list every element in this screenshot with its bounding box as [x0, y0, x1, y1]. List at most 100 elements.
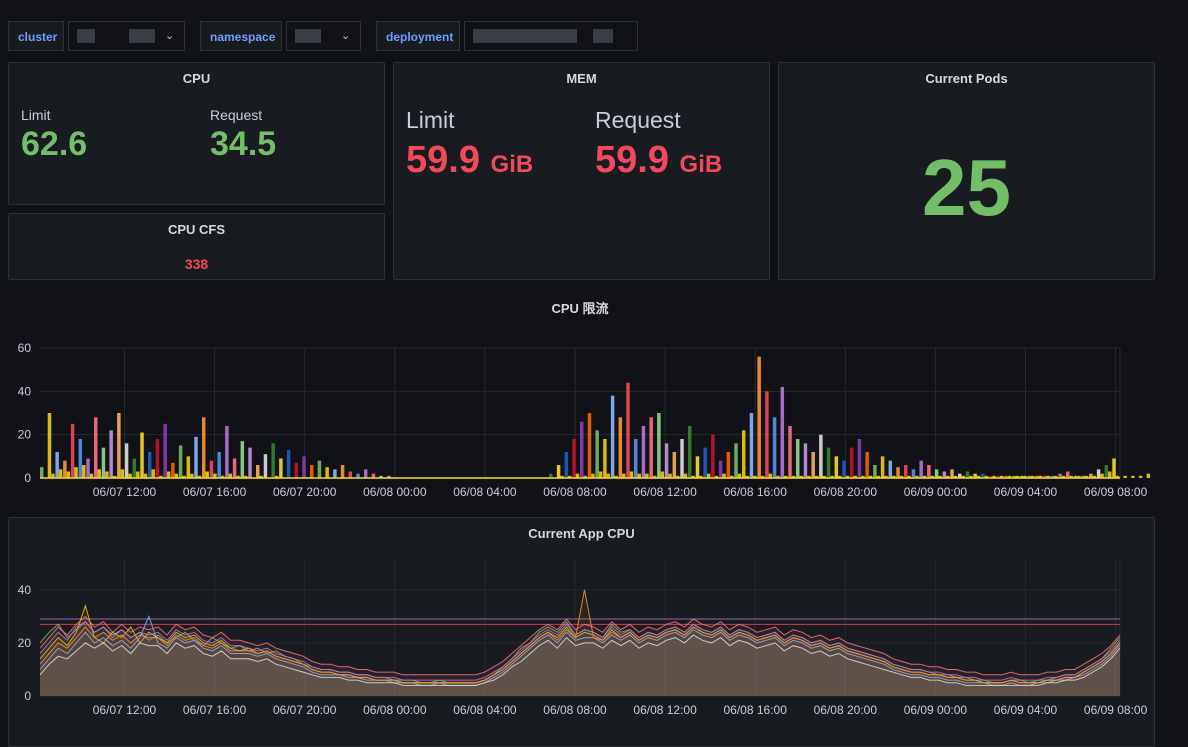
throttle-bar [1015, 475, 1019, 478]
throttle-bar [228, 473, 233, 478]
mem-request-number: 59.9 [595, 139, 669, 181]
y-tick-label: 60 [18, 341, 32, 355]
series-line [39, 615, 1121, 676]
throttle-bar [325, 467, 329, 478]
throttle-bar [124, 443, 129, 478]
series-area [40, 621, 1120, 696]
cpu-throttle-title: CPU 限流 [551, 301, 609, 316]
throttle-bar [371, 473, 376, 478]
throttle-bar [294, 462, 299, 478]
throttle-bar [186, 456, 191, 478]
throttle-bar [992, 475, 996, 478]
throttle-bar [163, 423, 167, 478]
throttle-bar [1100, 473, 1104, 478]
throttle-bar [51, 473, 55, 478]
throttle-bar [74, 467, 78, 478]
throttle-bar [236, 475, 240, 478]
throttle-bar [660, 471, 665, 478]
redacted-value [77, 29, 95, 43]
throttle-bar [568, 475, 572, 478]
throttle-bar [274, 475, 279, 478]
x-tick-label: 06/09 00:00 [904, 485, 968, 499]
throttle-bar [1050, 475, 1055, 478]
current-app-cpu-chart: 0 20 40 06/07 12:00 06/07 16:00 06/07 20:00 06… [18, 558, 1148, 717]
throttle-bar [120, 469, 125, 478]
throttle-bar [209, 460, 214, 478]
throttle-bar [784, 475, 788, 478]
throttle-bar [927, 465, 931, 478]
throttle-bar [310, 465, 314, 478]
throttle-bar [819, 434, 823, 478]
cluster-variable-label: cluster [8, 21, 64, 51]
chevron-down-icon: ⌄ [165, 30, 175, 42]
throttle-bar [1115, 475, 1120, 478]
throttle-bar [205, 471, 209, 478]
throttle-bar [629, 471, 634, 478]
deployment-select[interactable] [464, 21, 638, 51]
series-line [39, 621, 1121, 681]
throttle-bar [988, 475, 993, 478]
throttle-bar [1104, 465, 1109, 478]
throttle-bar [938, 475, 942, 478]
throttle-bar [356, 473, 360, 478]
throttle-bar [822, 475, 827, 478]
redacted-value [473, 29, 577, 43]
throttle-bar [1004, 475, 1008, 478]
throttle-bar [271, 443, 275, 478]
throttle-bar [826, 447, 831, 478]
series-area [40, 616, 1120, 696]
namespace-select[interactable]: ⌄ [286, 21, 361, 51]
throttle-bar [1131, 475, 1135, 478]
throttle-bar [796, 439, 800, 478]
throttle-bar [1123, 475, 1127, 478]
throttle-bar [680, 439, 684, 478]
throttle-bar [1073, 475, 1078, 478]
throttle-bar [922, 475, 927, 478]
throttle-bar [976, 475, 981, 478]
throttle-bar [1042, 475, 1047, 478]
throttle-bar [263, 454, 268, 478]
throttle-bar [86, 458, 90, 478]
throttle-bar [830, 475, 834, 478]
throttle-bar [379, 475, 383, 478]
mem-limit-value: 59.9 GiB [406, 141, 533, 179]
mem-request-label: Request [595, 107, 681, 133]
throttle-bar [645, 473, 649, 478]
throttle-bar [1046, 475, 1050, 478]
throttle-bar [880, 456, 885, 478]
current-pods-value: 25 [922, 143, 1011, 232]
panel-title: Current Pods [925, 71, 1008, 86]
cpu-cfs-panel: CPU CFS 338 [8, 213, 385, 280]
throttle-bar [637, 473, 641, 478]
throttle-bar [148, 452, 152, 478]
throttle-bar [1019, 475, 1024, 478]
throttle-bar [688, 426, 692, 478]
throttle-bar [583, 475, 587, 478]
throttle-bar [865, 452, 869, 478]
mem-request-value: 59.9 GiB [595, 141, 722, 179]
throttle-bar [915, 475, 919, 478]
cluster-select[interactable]: ⌄ [68, 21, 185, 51]
throttle-bar [950, 469, 954, 478]
throttle-bar [117, 413, 121, 478]
x-tick-label: 06/09 00:00 [904, 703, 968, 717]
redacted-value [295, 29, 321, 43]
throttle-bar [1061, 475, 1066, 478]
throttle-bar [1077, 475, 1081, 478]
throttle-bar [140, 432, 144, 478]
throttle-bar [657, 413, 661, 478]
throttle-bar [220, 475, 225, 478]
throttle-bar [791, 475, 796, 478]
throttle-bar [811, 452, 815, 478]
redacted-value [593, 29, 613, 43]
throttle-bar [911, 469, 916, 478]
throttle-bar [706, 473, 711, 478]
throttle-bar [930, 475, 935, 478]
throttle-bar [896, 467, 900, 478]
throttle-bar [711, 434, 715, 478]
throttle-bar [845, 475, 850, 478]
throttle-bar [174, 473, 179, 478]
x-tick-label: 06/08 04:00 [453, 703, 517, 717]
throttle-bar [143, 473, 148, 478]
x-tick-label: 06/07 16:00 [183, 485, 247, 499]
